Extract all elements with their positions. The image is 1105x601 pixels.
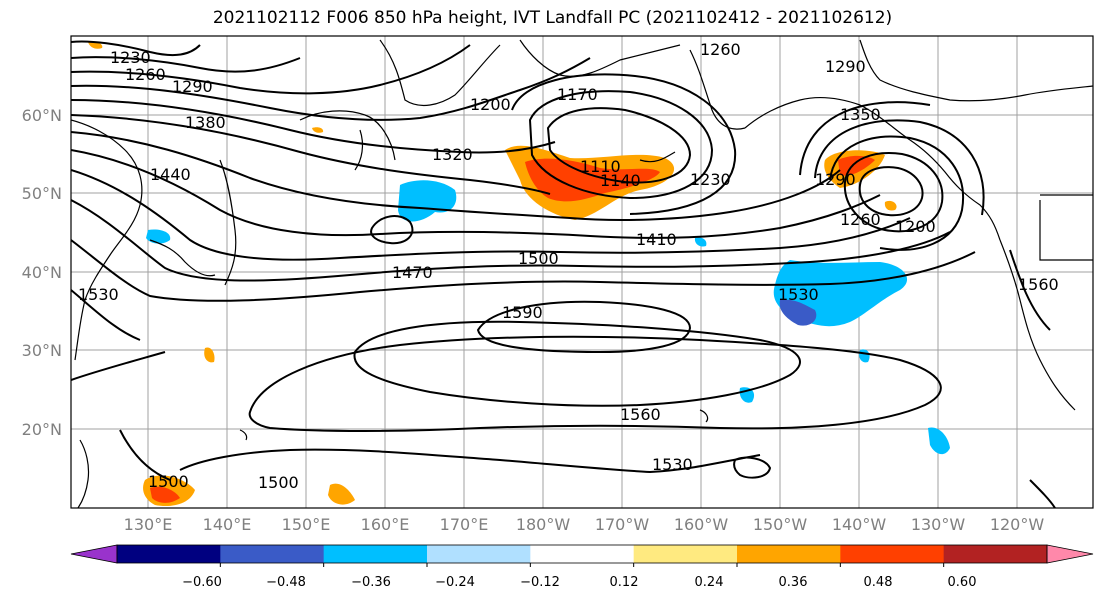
contour-label: 1260 (840, 210, 881, 229)
colorbar (70, 544, 1094, 567)
contour-label: 1530 (652, 455, 693, 474)
contour-label: 1200 (895, 217, 936, 236)
colorbar-extend-high (1046, 544, 1094, 564)
lon-label: 140°W (832, 515, 887, 534)
lon-label: 180°W (516, 515, 571, 534)
contour-label: 1500 (518, 249, 559, 268)
contour-label: 1440 (150, 165, 191, 184)
contour-label: 1560 (620, 405, 661, 424)
colorbar-ticks: −0.60 −0.48 −0.36 −0.24 −0.12 0.12 0.24 … (182, 575, 976, 590)
lon-label: 150°W (753, 515, 808, 534)
latitude-labels: 60°N 50°N 40°N 30°N 20°N (22, 106, 62, 439)
map-title: 2021102112 F006 850 hPa height, IVT Land… (212, 8, 893, 28)
contour-label: 1320 (432, 145, 473, 164)
contour-label: 1290 (825, 57, 866, 76)
contour-label: 1560 (1018, 275, 1059, 294)
colorbar-segment (530, 545, 635, 563)
contour-label: 1230 (690, 170, 731, 189)
lon-label: 120°W (990, 515, 1045, 534)
contour-label: 1170 (557, 85, 598, 104)
contour-label: 1590 (502, 303, 543, 322)
lon-label: 150°E (282, 515, 331, 534)
lon-label: 160°W (674, 515, 729, 534)
contour-label: 1140 (600, 171, 641, 190)
contour-label: 1260 (700, 40, 741, 59)
colorbar-border (116, 544, 1048, 564)
lon-label: 160°E (361, 515, 410, 534)
lon-label: 170°E (440, 515, 489, 534)
contour-label: 1470 (392, 263, 433, 282)
lat-label: 60°N (22, 106, 62, 125)
colorbar-tick-label: 0.48 (864, 575, 893, 590)
colorbar-extend-low (70, 544, 118, 564)
colorbar-tick-label: 0.36 (779, 575, 808, 590)
lon-label: 130°W (911, 515, 966, 534)
lat-label: 20°N (22, 420, 62, 439)
colorbar-tick-label: −0.48 (266, 575, 306, 590)
colorbar-segment (633, 545, 738, 563)
contour-label: 1260 (125, 65, 166, 84)
lon-label: 130°E (124, 515, 173, 534)
contour-label: 1290 (172, 77, 213, 96)
contour-label: 1530 (778, 285, 819, 304)
contour-label: 1530 (78, 285, 119, 304)
contour-label: 1500 (148, 472, 189, 491)
colorbar-tick-label: −0.12 (520, 575, 560, 590)
ivt-shading (88, 41, 950, 507)
contour-label: 1290 (815, 170, 856, 189)
contour-label: 1380 (185, 113, 226, 132)
lat-label: 50°N (22, 184, 62, 203)
longitude-labels: 130°E 140°E 150°E 160°E 170°E 180°W 170°… (124, 515, 1045, 534)
contour-label: 1230 (110, 48, 151, 67)
lon-label: 170°W (595, 515, 650, 534)
colorbar-tick-label: −0.24 (435, 575, 475, 590)
colorbar-tick-label: −0.60 (182, 575, 222, 590)
coastlines (71, 39, 1093, 508)
map-frame (70, 35, 1094, 509)
colorbar-segment (427, 545, 531, 563)
lat-label: 30°N (22, 341, 62, 360)
contour-label: 1200 (470, 95, 511, 114)
contour-labels: 1230 1260 1290 1380 1440 1530 1200 1320 … (78, 40, 1059, 492)
colorbar-tick-label: 0.60 (948, 575, 977, 590)
contour-label: 1500 (258, 473, 299, 492)
colorbar-segment (117, 545, 221, 563)
height-contours (71, 40, 1056, 508)
colorbar-segment (943, 545, 1048, 563)
colorbar-tick-label: 0.12 (610, 575, 639, 590)
colorbar-segment (737, 545, 841, 563)
contour-label: 1410 (636, 230, 677, 249)
contour-label: 1350 (840, 105, 881, 124)
lat-label: 40°N (22, 263, 62, 282)
colorbar-segment (840, 545, 945, 563)
colorbar-segment (323, 545, 428, 563)
colorbar-tick-label: −0.36 (351, 575, 391, 590)
colorbar-segment (220, 545, 325, 563)
colorbar-tick-label: 0.24 (695, 575, 724, 590)
contour-label: 1110 (580, 157, 621, 176)
lon-label: 140°E (203, 515, 252, 534)
